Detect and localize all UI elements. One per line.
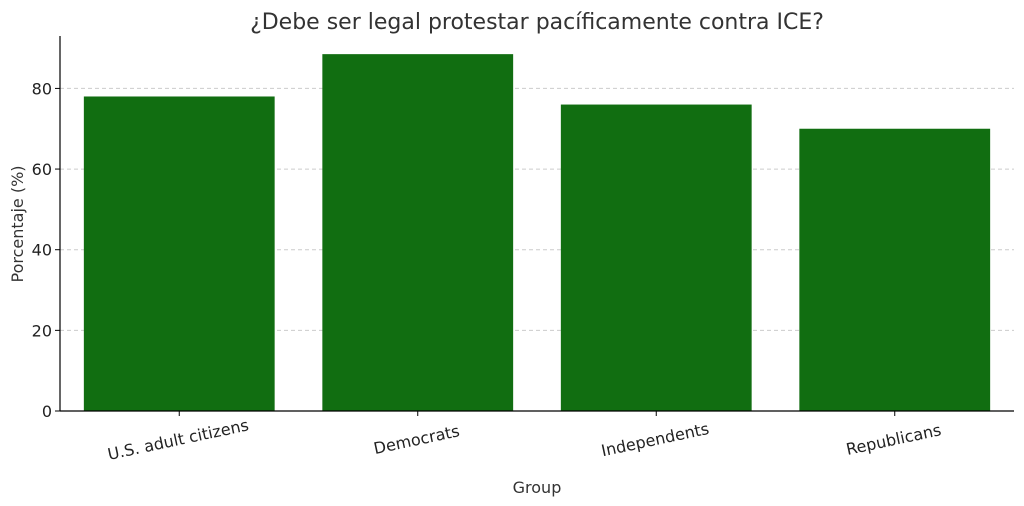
y-tick-label: 40 [32,241,52,260]
y-tick-label: 80 [32,79,52,98]
bar [560,104,752,411]
x-tick-label: Republicans [844,420,943,459]
y-tick-label: 0 [42,402,52,421]
y-axis-label: Porcentaje (%) [8,165,27,282]
chart-title: ¿Debe ser legal protestar pacíficamente … [250,10,824,35]
bars-layer [83,54,991,411]
x-tick-label: Democrats [372,421,461,458]
grid-layer [60,87,1014,331]
x-tick-label: Independents [599,419,710,460]
axes-layer [59,36,1014,412]
y-tick-label: 20 [32,321,52,340]
x-axis-label: Group [513,478,562,497]
x-tick-label: U.S. adult citizens [106,415,251,463]
y-tick-label: 60 [32,160,52,179]
bar [322,54,514,411]
bar [83,96,275,411]
bar [799,128,991,411]
